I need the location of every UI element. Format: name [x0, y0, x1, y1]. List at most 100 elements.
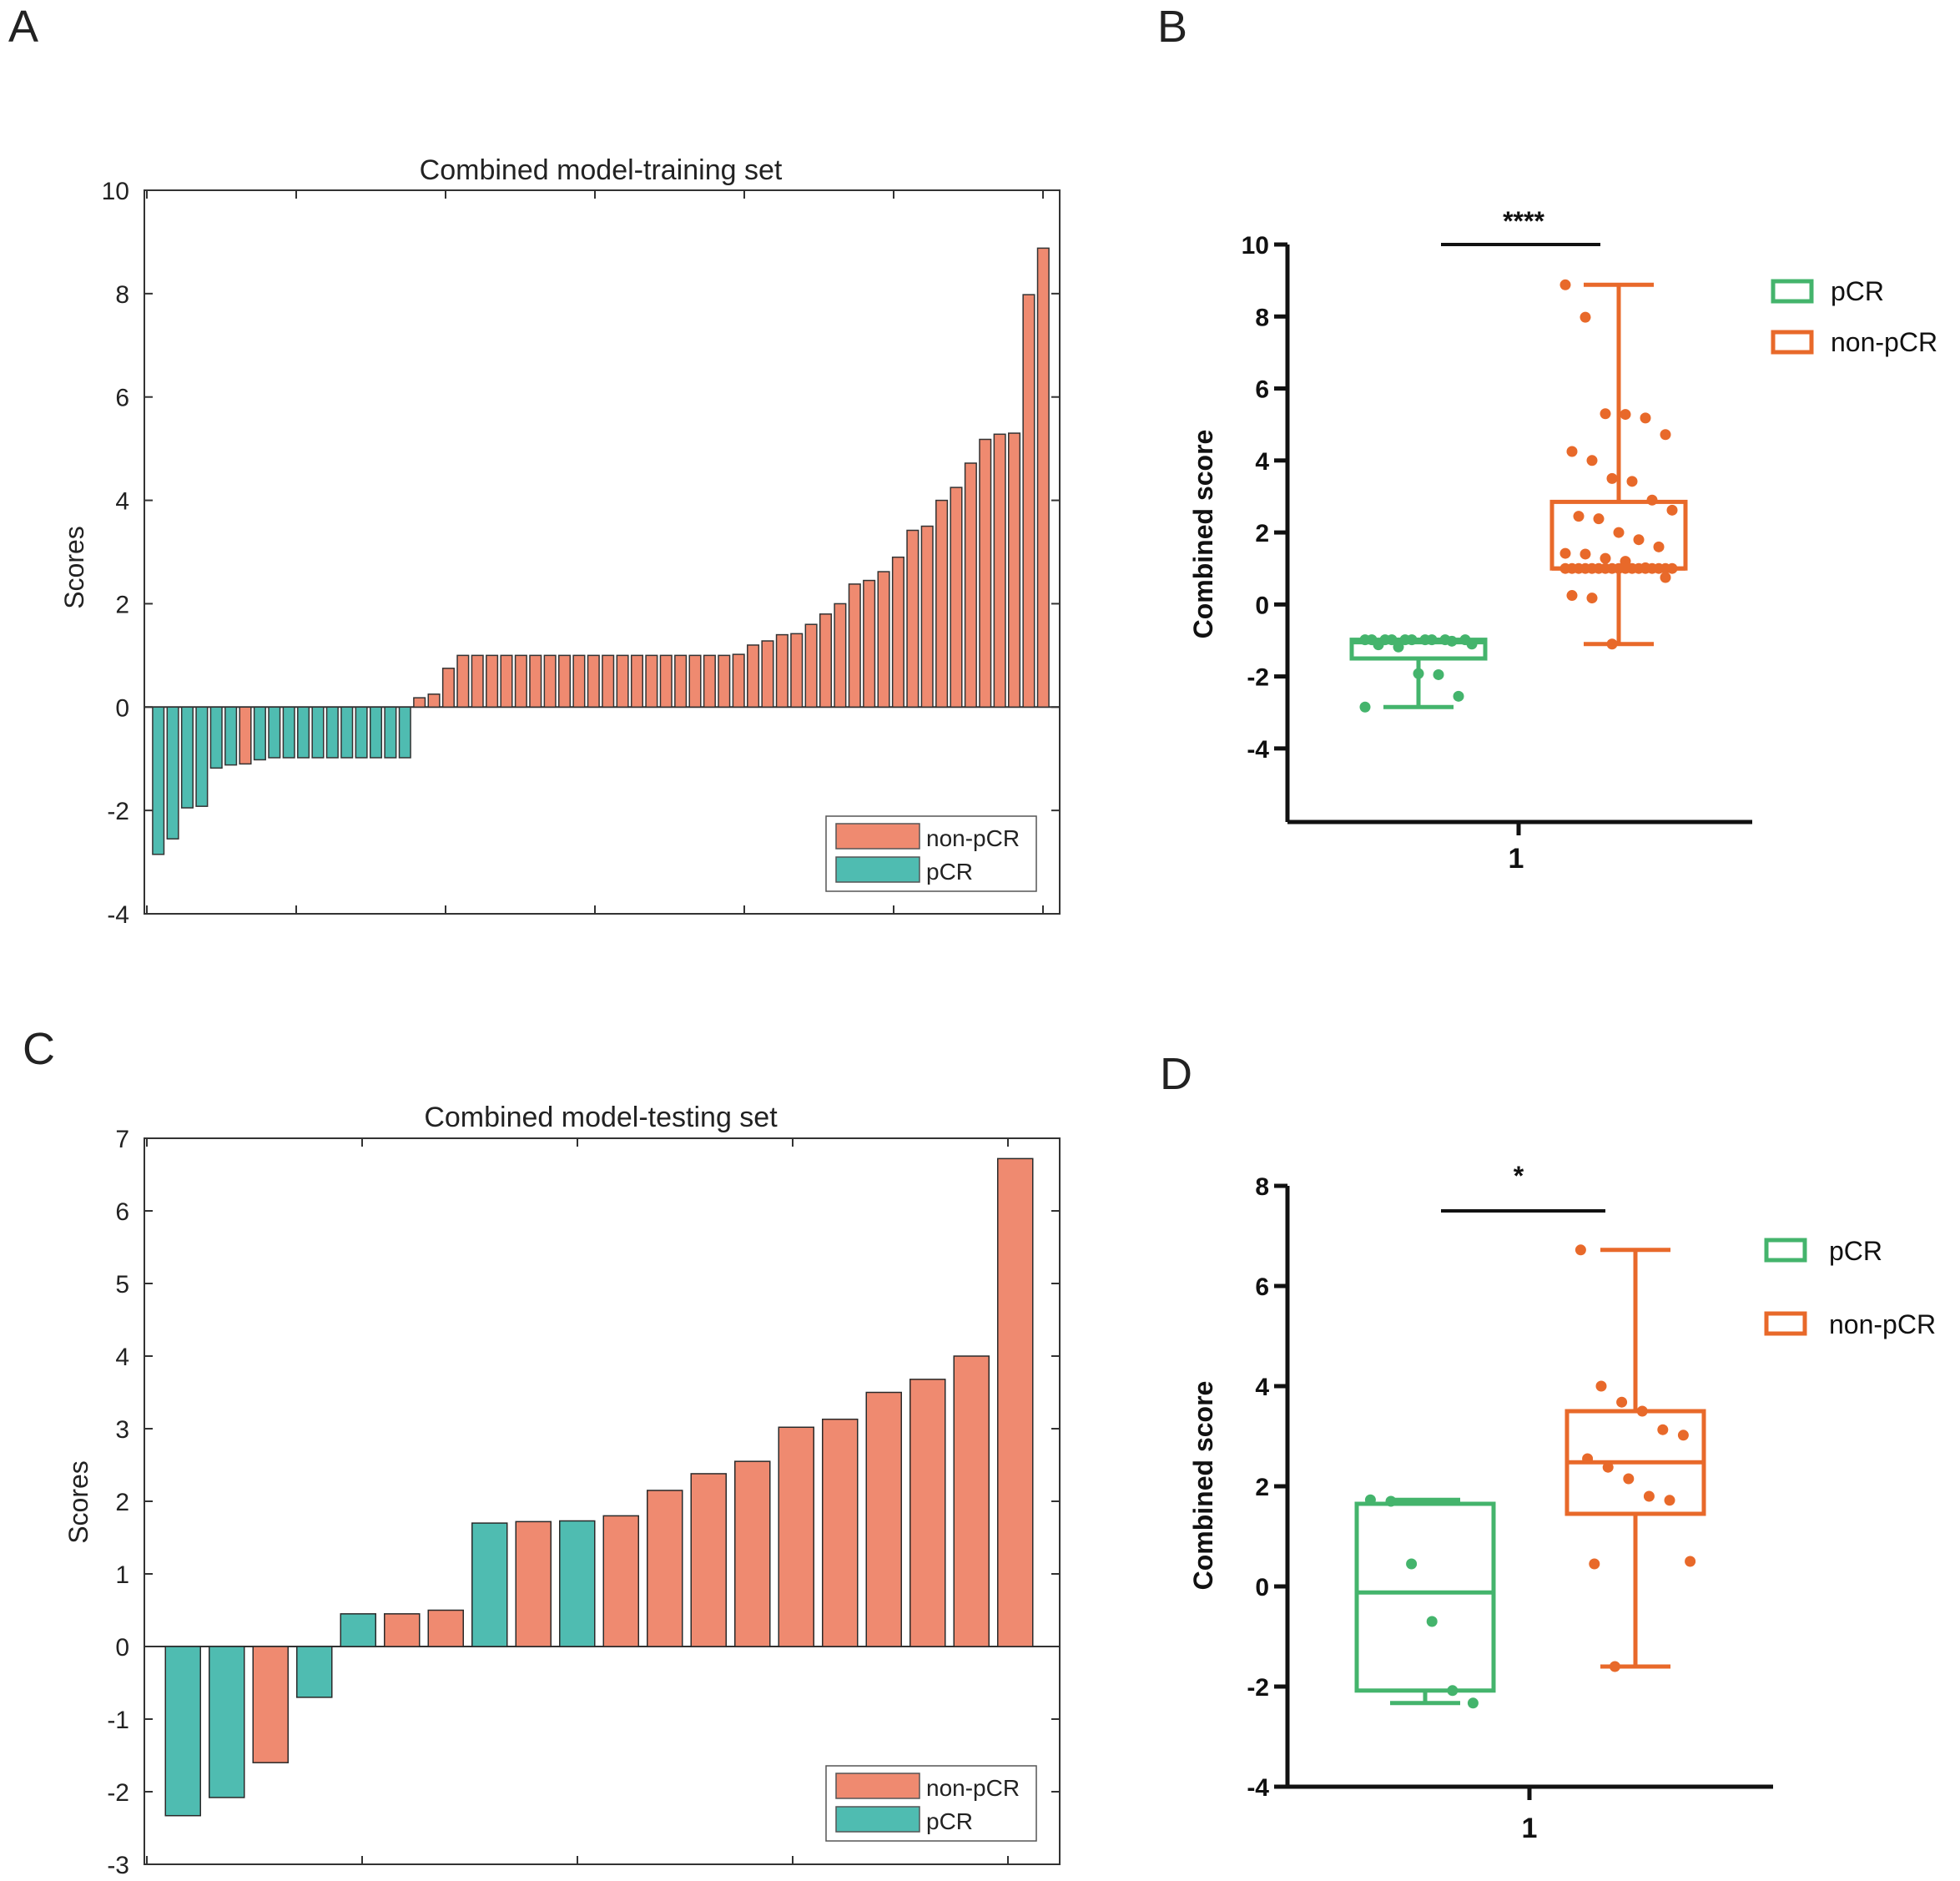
- chart-a-bar: [674, 654, 688, 709]
- chart-a-bar: [819, 613, 833, 709]
- chart-c-bar: [559, 1520, 596, 1647]
- chart-a-bar: [558, 654, 572, 709]
- chart-b-non-pcr-point: [1586, 455, 1598, 466]
- chart-d-non-pcr-point: [1582, 1453, 1594, 1465]
- chart-b-non-pcr-point: [1606, 638, 1618, 650]
- chart-a-frame: [144, 189, 1061, 915]
- chart-b-legend: pCR non-pCR: [1771, 276, 1937, 357]
- chart-b-pcr-point: [1386, 634, 1398, 646]
- chart-a-bar: [514, 654, 527, 709]
- chart-b-pcr-box: [1349, 638, 1488, 661]
- chart-a-bar: [630, 654, 643, 709]
- chart-b-non-pcr-point: [1660, 429, 1671, 441]
- chart-b-ytick-label: 2: [1255, 520, 1269, 547]
- chart-a-bar: [920, 525, 934, 709]
- chart-a-bar: [180, 706, 194, 809]
- panel-c-bar-chart: Combined model-testing set Scores -3 -2 -1…: [63, 1102, 1061, 1879]
- chart-c-frame: [144, 1137, 1061, 1865]
- chart-c-bar: [515, 1520, 552, 1647]
- panel-label-b: B: [1157, 2, 1187, 52]
- chart-a-bar: [834, 603, 847, 709]
- chart-c-bar: [471, 1522, 508, 1647]
- chart-c-bar: [427, 1609, 464, 1647]
- chart-b-non-pcr-point: [1559, 279, 1571, 290]
- chart-a-bar: [268, 706, 281, 759]
- chart-a-ylabel: Scores: [59, 526, 89, 609]
- chart-c-bar: [647, 1490, 683, 1647]
- chart-a-bar: [1036, 247, 1050, 709]
- chart-a-bar: [209, 706, 223, 769]
- chart-d-non-pcr-point: [1595, 1380, 1607, 1392]
- legend-c-non-pcr-swatch: [835, 1773, 920, 1799]
- chart-c-bar: [602, 1515, 639, 1647]
- chart-c-bar: [690, 1473, 727, 1647]
- chart-b-non-pcr-point: [1593, 513, 1605, 525]
- chart-c-bar: [734, 1460, 771, 1647]
- chart-b-ytick-label: 6: [1255, 376, 1269, 404]
- chart-b-significance-label: ****: [1503, 206, 1544, 236]
- chart-a-bar: [718, 654, 731, 709]
- chart-b-non-pcr-point: [1640, 562, 1651, 574]
- chart-d-non-pcr-point: [1602, 1461, 1614, 1473]
- chart-a-title: Combined model-training set: [420, 154, 783, 186]
- chart-c-ytick-label: 2: [115, 1489, 129, 1516]
- chart-c-bar: [865, 1391, 902, 1647]
- chart-a-bar: [486, 654, 499, 709]
- chart-b-non-pcr-point: [1580, 548, 1591, 560]
- chart-b-pcr-point: [1453, 690, 1464, 702]
- chart-a-bar: [616, 654, 629, 709]
- chart-c-bar: [209, 1646, 245, 1798]
- chart-a-bar: [355, 706, 368, 759]
- legend-b-non-pcr-swatch: [1771, 330, 1814, 355]
- chart-a-bar: [456, 654, 470, 709]
- chart-b-non-pcr-point: [1660, 572, 1671, 583]
- chart-b-non-pcr-point: [1646, 494, 1658, 506]
- legend-c-pcr-label: pCR: [926, 1808, 973, 1834]
- chart-a-bar: [891, 556, 904, 709]
- chart-b-ytick-label: -4: [1247, 736, 1269, 764]
- chart-b-non-pcr-point: [1600, 552, 1611, 564]
- chart-b-pcr-point: [1446, 635, 1458, 647]
- chart-b-non-pcr-point: [1613, 527, 1625, 538]
- chart-a-bar: [688, 654, 702, 709]
- chart-a-bar: [253, 706, 266, 761]
- chart-d-non-pcr-point: [1664, 1495, 1675, 1506]
- chart-d-ytick-label: 2: [1255, 1474, 1269, 1501]
- chart-b-pcr-point: [1359, 701, 1371, 713]
- chart-a-bar: [703, 654, 716, 709]
- chart-a-bar: [369, 706, 383, 759]
- chart-a-bar: [775, 633, 789, 709]
- panel-label-d: D: [1160, 1049, 1192, 1099]
- legend-c-non-pcr-label: non-pCR: [926, 1775, 1020, 1801]
- chart-a-bar: [964, 462, 977, 709]
- chart-b-non-pcr-point: [1600, 408, 1611, 420]
- chart-b-ytick-label: -2: [1247, 664, 1269, 692]
- chart-b-non-pcr-point: [1653, 562, 1665, 574]
- chart-b-pcr-point: [1393, 641, 1404, 653]
- chart-a-ytick-label: 6: [115, 385, 129, 412]
- chart-a-bar: [543, 654, 557, 709]
- chart-a-ytick-label: 10: [102, 178, 129, 205]
- chart-c-ytick-label: -1: [107, 1707, 129, 1734]
- chart-a-bar: [500, 654, 513, 709]
- chart-c-bar: [340, 1613, 376, 1647]
- chart-c-ytick-label: 5: [115, 1271, 129, 1299]
- chart-a-bar: [602, 654, 615, 709]
- chart-a-bar: [877, 571, 890, 709]
- chart-b-non-pcr-point: [1606, 472, 1618, 484]
- chart-d-ytick-label: 4: [1255, 1374, 1269, 1401]
- chart-d-ytick-label: 8: [1255, 1173, 1269, 1201]
- chart-b-non-pcr-point: [1600, 562, 1611, 574]
- legend-b-pcr-swatch: [1771, 279, 1814, 304]
- legend-d-pcr-label: pCR: [1829, 1236, 1882, 1266]
- chart-a-bar: [572, 654, 586, 709]
- chart-b-non-pcr-point: [1580, 562, 1591, 574]
- chart-d-non-pcr-point: [1616, 1396, 1628, 1408]
- chart-c-ytick-label: 1: [115, 1561, 129, 1589]
- chart-d-ytick-label: 0: [1255, 1574, 1269, 1601]
- chart-d-non-pcr-point: [1657, 1424, 1669, 1435]
- chart-a-bar: [471, 654, 484, 709]
- chart-a-bar: [297, 706, 310, 759]
- chart-d-ytick-label: -4: [1247, 1774, 1269, 1802]
- chart-c-ytick-label: 0: [115, 1634, 129, 1662]
